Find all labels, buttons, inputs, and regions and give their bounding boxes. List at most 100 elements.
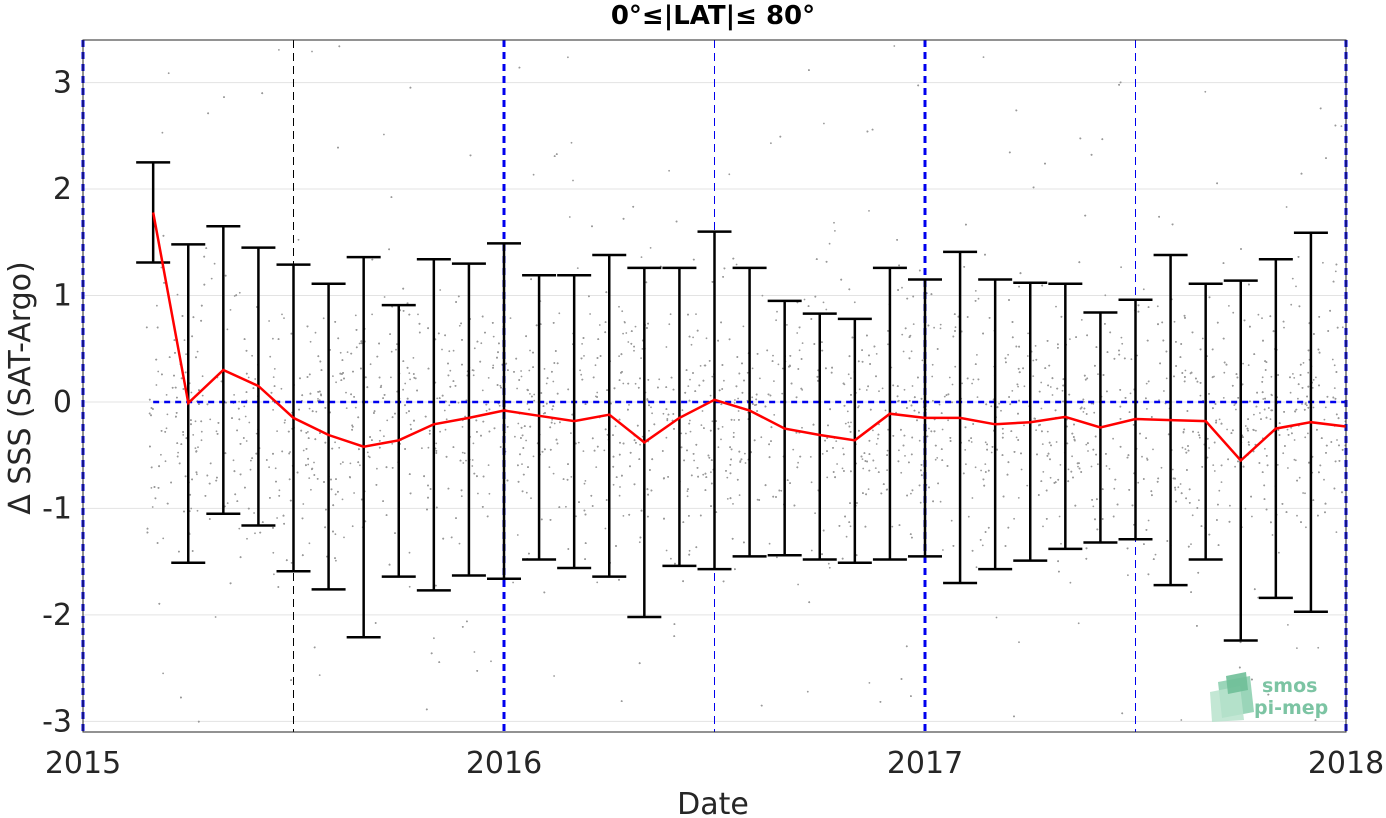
scatter-point — [559, 421, 561, 424]
scatter-point — [335, 381, 337, 384]
scatter-point — [234, 493, 237, 496]
scatter-point — [376, 355, 379, 358]
scatter-point — [933, 326, 935, 329]
scatter-point — [533, 399, 536, 402]
scatter-point — [259, 531, 262, 534]
scatter-point — [887, 428, 889, 431]
scatter-point — [1171, 223, 1174, 226]
scatter-point — [1017, 439, 1020, 441]
scatter-point — [1004, 545, 1007, 547]
scatter-point — [471, 465, 474, 467]
scatter-point — [1082, 398, 1085, 401]
scatter-point — [910, 695, 912, 697]
scatter-point — [408, 551, 411, 554]
scatter-point — [625, 332, 628, 334]
scatter-point — [797, 461, 799, 464]
scatter-point — [1302, 492, 1304, 494]
scatter-point — [709, 429, 712, 432]
scatter-point — [760, 704, 763, 707]
scatter-point — [800, 387, 803, 390]
scatter-point — [229, 582, 232, 585]
scatter-point — [200, 319, 203, 322]
scatter-point — [974, 363, 977, 365]
scatter-point — [464, 415, 467, 418]
scatter-point — [731, 537, 734, 540]
scatter-point — [756, 498, 759, 501]
scatter-point — [1017, 385, 1019, 388]
scatter-point — [877, 471, 880, 473]
scatter-point — [847, 373, 850, 376]
scatter-point — [817, 379, 819, 382]
scatter-point — [710, 505, 712, 507]
scatter-point — [1231, 384, 1234, 387]
scatter-point — [528, 369, 531, 372]
scatter-point — [868, 210, 870, 212]
scatter-point — [566, 478, 569, 481]
scatter-point — [687, 488, 689, 490]
scatter-point — [160, 430, 163, 432]
scatter-point — [296, 471, 299, 474]
scatter-point — [594, 364, 597, 367]
scatter-point — [827, 562, 830, 565]
scatter-point — [145, 326, 148, 329]
scatter-point — [278, 495, 281, 497]
scatter-point — [629, 451, 632, 454]
scatter-point — [1319, 464, 1322, 467]
scatter-point — [1146, 408, 1148, 410]
scatter-point — [448, 350, 451, 353]
scatter-point — [868, 469, 871, 472]
scatter-point — [449, 369, 452, 372]
scatter-point — [878, 390, 880, 393]
scatter-point — [278, 49, 280, 51]
scatter-point — [1004, 357, 1007, 360]
scatter-point — [206, 403, 209, 406]
scatter-point — [481, 315, 484, 318]
scatter-point — [154, 497, 157, 500]
scatter-point — [247, 507, 250, 510]
scatter-point — [238, 527, 241, 530]
scatter-point — [378, 446, 381, 449]
scatter-point — [1131, 504, 1134, 507]
scatter-point — [965, 463, 967, 466]
scatter-point — [982, 478, 985, 481]
scatter-point — [556, 442, 559, 445]
scatter-point — [216, 433, 219, 435]
scatter-point — [552, 472, 555, 475]
scatter-point — [810, 481, 813, 484]
scatter-point — [1307, 349, 1310, 352]
scatter-point — [485, 403, 488, 406]
scatter-point — [1048, 441, 1051, 444]
scatter-point — [737, 397, 739, 400]
scatter-point — [686, 490, 689, 492]
scatter-point — [604, 527, 607, 530]
scatter-point — [1297, 397, 1299, 400]
scatter-point — [1128, 411, 1131, 413]
scatter-point — [383, 133, 385, 136]
scatter-point — [438, 397, 441, 399]
scatter-point — [615, 545, 617, 547]
scatter-point — [1119, 405, 1122, 408]
scatter-point — [509, 317, 512, 319]
scatter-point — [1237, 460, 1239, 463]
scatter-point — [1002, 432, 1004, 435]
scatter-point — [751, 367, 754, 370]
scatter-point — [596, 357, 599, 359]
scatter-point — [314, 331, 317, 334]
scatter-point — [402, 310, 405, 312]
scatter-point — [273, 385, 276, 387]
scatter-point — [251, 457, 254, 459]
scatter-point — [738, 372, 741, 375]
scatter-point — [736, 478, 739, 481]
scatter-point — [868, 682, 871, 684]
scatter-point — [1300, 172, 1303, 175]
scatter-point — [1307, 385, 1310, 388]
scatter-point — [875, 443, 878, 445]
scatter-point — [1096, 528, 1099, 531]
scatter-point — [213, 262, 216, 265]
scatter-point — [596, 396, 598, 398]
scatter-point — [1105, 465, 1108, 467]
scatter-point — [283, 522, 285, 525]
scatter-point — [1108, 468, 1111, 470]
scatter-point — [1229, 504, 1231, 507]
scatter-point — [1073, 423, 1075, 426]
